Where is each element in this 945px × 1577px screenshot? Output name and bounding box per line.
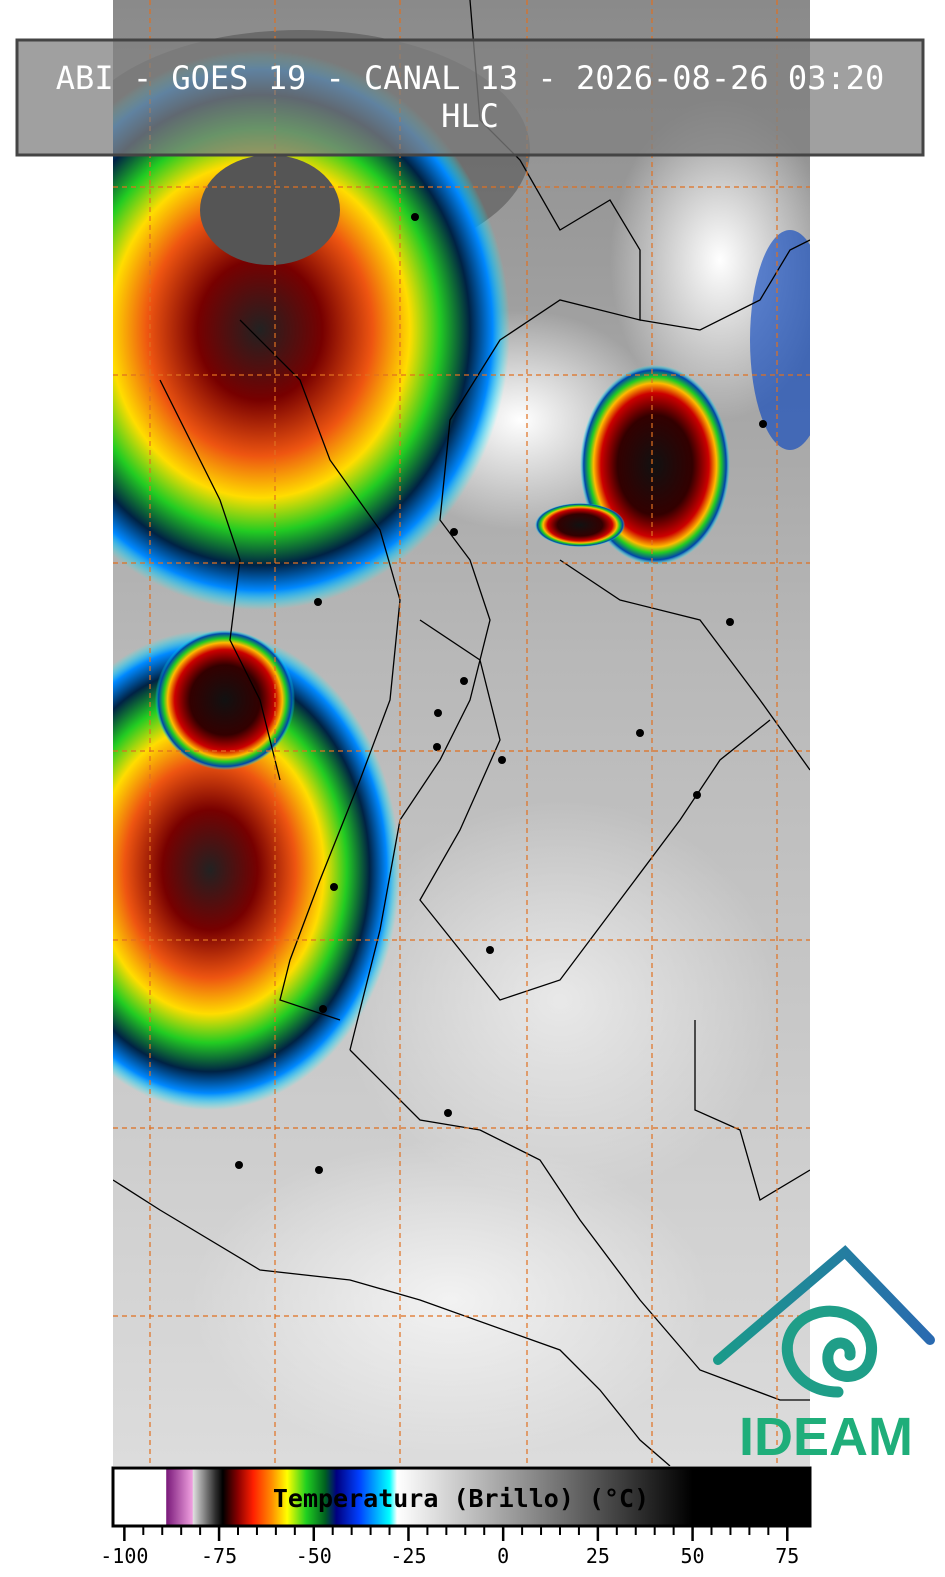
colorbar: Temperatura (Brillo) (°C) -100 -75 -50 -25 0…	[100, 1466, 812, 1568]
subtitle: HLC	[441, 97, 499, 135]
tick-label: -75	[201, 1544, 237, 1568]
logo-text: IDEAM	[739, 1407, 913, 1467]
tick-label: -25	[390, 1544, 426, 1568]
tick-label: 50	[681, 1544, 705, 1568]
tick-label: 0	[497, 1544, 509, 1568]
colorbar-label: Temperatura (Brillo) (°C)	[273, 1484, 649, 1513]
logo: IDEAM	[713, 1245, 935, 1467]
title-box	[15, 38, 925, 157]
tick-label: -50	[296, 1544, 332, 1568]
colorbar-bar	[111, 1466, 812, 1528]
graticule	[113, 0, 810, 1466]
tick-label: -100	[100, 1544, 148, 1568]
title: ABI - GOES 19 - CANAL 13 - 2026-08-26 03…	[56, 59, 884, 97]
tick-label: 25	[586, 1544, 610, 1568]
satellite-image	[113, 0, 810, 1466]
tick-label: 75	[775, 1544, 799, 1568]
